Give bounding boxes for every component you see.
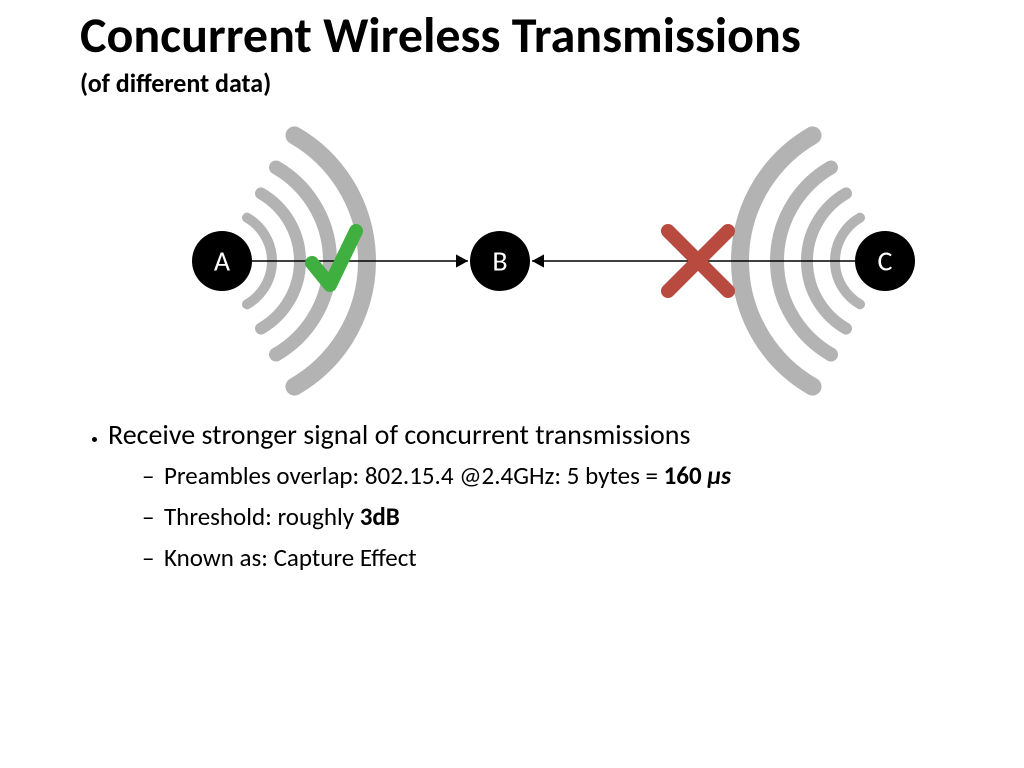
diagram-svg: A B C — [80, 111, 950, 411]
arrow-head-icon — [532, 254, 544, 267]
bullet-l2-text: Preambles overlap: 802.15.4 @2.4GHz: 5 b… — [164, 460, 664, 491]
bullet-l2-bold: 3dB — [360, 501, 400, 532]
node-label-c: C — [878, 243, 893, 278]
bullet-l1: Receive stronger signal of concurrent tr… — [108, 417, 964, 573]
node-label-b: B — [492, 243, 507, 278]
slide-subtitle: (of different data) — [80, 67, 964, 99]
diagram: A B C — [80, 111, 964, 411]
arrow-head-icon — [456, 254, 468, 267]
bullet-l2-bold-italic: µs — [707, 460, 731, 491]
bullet-l2-text: Threshold: roughly — [164, 501, 360, 532]
bullet-l2-text: Known as: Capture Effect — [164, 542, 417, 573]
bullet-l2: Known as: Capture Effect — [142, 542, 964, 573]
slide: Concurrent Wireless Transmissions (of di… — [0, 0, 1024, 768]
node-label-a: A — [214, 243, 231, 278]
slide-title: Concurrent Wireless Transmissions — [80, 10, 964, 63]
bullet-list-l2: Preambles overlap: 802.15.4 @2.4GHz: 5 b… — [108, 460, 964, 573]
bullet-l1-text: Receive stronger signal of concurrent tr… — [108, 417, 690, 452]
bullets: Receive stronger signal of concurrent tr… — [80, 417, 964, 573]
bullet-list-l1: Receive stronger signal of concurrent tr… — [80, 417, 964, 573]
bullet-l2-bold: 160 — [664, 460, 708, 491]
bullet-l2: Preambles overlap: 802.15.4 @2.4GHz: 5 b… — [142, 460, 964, 491]
bullet-l2: Threshold: roughly 3dB — [142, 501, 964, 532]
